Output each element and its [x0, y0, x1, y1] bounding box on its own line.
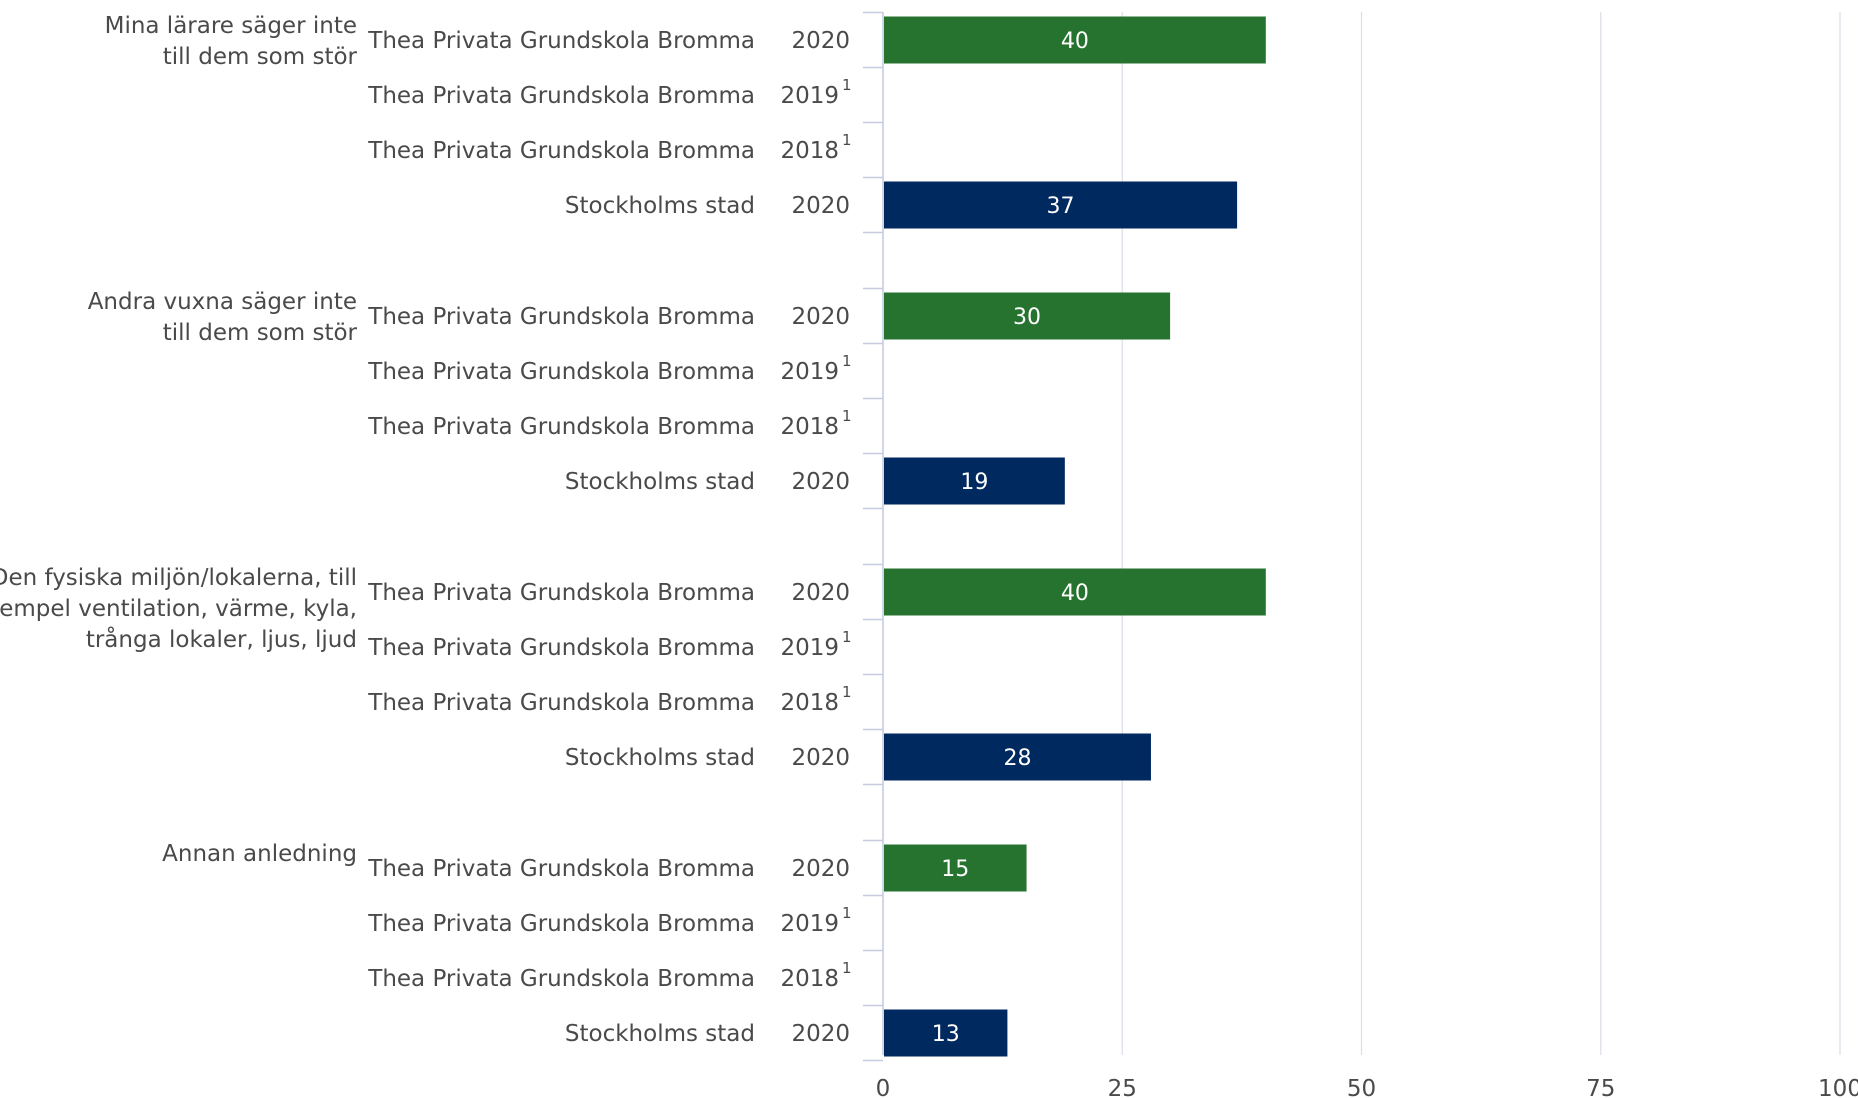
- footnote-marker: 1: [842, 407, 852, 425]
- bar-value-label: 40: [1061, 29, 1089, 54]
- bar-value-label: 19: [960, 470, 988, 495]
- bar-value-label: 37: [1047, 194, 1075, 219]
- row-year-label: 2019: [780, 635, 839, 661]
- group-label: Mina lärare säger inte: [105, 13, 357, 39]
- row-year-label: 2020: [791, 304, 850, 330]
- group-label: till dem som stör: [163, 320, 358, 346]
- bar-value-label: 13: [932, 1022, 960, 1047]
- row-entity-label: Thea Privata Grundskola Bromma: [367, 856, 755, 882]
- group-label: till dem som stör: [163, 44, 358, 70]
- group-label: trånga lokaler, ljus, ljud: [86, 625, 357, 653]
- row-entity-label: Stockholms stad: [565, 193, 755, 219]
- group-label: Annan anledning: [162, 841, 357, 867]
- bar-value-label: 15: [941, 857, 969, 882]
- row-entity-label: Thea Privata Grundskola Bromma: [367, 359, 755, 385]
- bar-value-label: 30: [1013, 305, 1041, 330]
- row-entity-label: Thea Privata Grundskola Bromma: [367, 138, 755, 164]
- group-label: exempel ventilation, värme, kyla,: [0, 596, 357, 622]
- footnote-marker: 1: [842, 352, 852, 370]
- x-tick-label-0: 0: [876, 1076, 891, 1098]
- category-labels: Thea Privata Grundskola Bromma 2020 Thea P…: [0, 13, 852, 1047]
- row-entity-label: Thea Privata Grundskola Bromma: [367, 966, 755, 992]
- row-year-label: 2018: [780, 138, 839, 164]
- x-tick-label-25: 25: [1108, 1076, 1137, 1098]
- bars: 40 37 30 19 40 28 15 13: [884, 17, 1266, 1057]
- row-year-label: 2020: [791, 28, 850, 54]
- row-year-label: 2018: [780, 414, 839, 440]
- row-year-label: 2020: [791, 745, 850, 771]
- row-year-label: 2019: [780, 359, 839, 385]
- grid-lines: [1122, 12, 1840, 1055]
- row-year-label: 2018: [780, 690, 839, 716]
- group-label: Den fysiska miljön/lokalerna, till: [0, 565, 357, 591]
- row-entity-label: Thea Privata Grundskola Bromma: [367, 580, 755, 606]
- x-tick-label-50: 50: [1347, 1076, 1376, 1098]
- row-entity-label: Stockholms stad: [565, 1021, 755, 1047]
- row-year-label: 2020: [791, 580, 850, 606]
- row-entity-label: Thea Privata Grundskola Bromma: [367, 28, 755, 54]
- row-year-label: 2020: [791, 469, 850, 495]
- row-entity-label: Thea Privata Grundskola Bromma: [367, 635, 755, 661]
- row-year-label: 2020: [791, 856, 850, 882]
- row-year-label: 2019: [780, 83, 839, 109]
- row-year-label: 2018: [780, 966, 839, 992]
- row-entity-label: Thea Privata Grundskola Bromma: [367, 83, 755, 109]
- row-entity-label: Thea Privata Grundskola Bromma: [367, 690, 755, 716]
- row-entity-label: Thea Privata Grundskola Bromma: [367, 414, 755, 440]
- x-tick-label-75: 75: [1586, 1076, 1615, 1098]
- footnote-marker: 1: [842, 959, 852, 977]
- x-axis: 0 25 50 75 100: [863, 12, 1858, 1098]
- footnote-marker: 1: [842, 76, 852, 94]
- footnote-marker: 1: [842, 904, 852, 922]
- bar-value-label: 40: [1061, 581, 1089, 606]
- footnote-marker: 1: [842, 683, 852, 701]
- row-entity-label: Stockholms stad: [565, 745, 755, 771]
- footnote-marker: 1: [842, 628, 852, 646]
- bar-value-label: 28: [1003, 746, 1031, 771]
- group-label: Andra vuxna säger inte: [88, 289, 357, 315]
- row-entity-label: Thea Privata Grundskola Bromma: [367, 911, 755, 937]
- row-entity-label: Stockholms stad: [565, 469, 755, 495]
- footnote-marker: 1: [842, 131, 852, 149]
- row-year-label: 2020: [791, 193, 850, 219]
- row-year-label: 2019: [780, 911, 839, 937]
- row-entity-label: Thea Privata Grundskola Bromma: [367, 304, 755, 330]
- x-tick-label-100: 100: [1818, 1076, 1858, 1098]
- row-year-label: 2020: [791, 1021, 850, 1047]
